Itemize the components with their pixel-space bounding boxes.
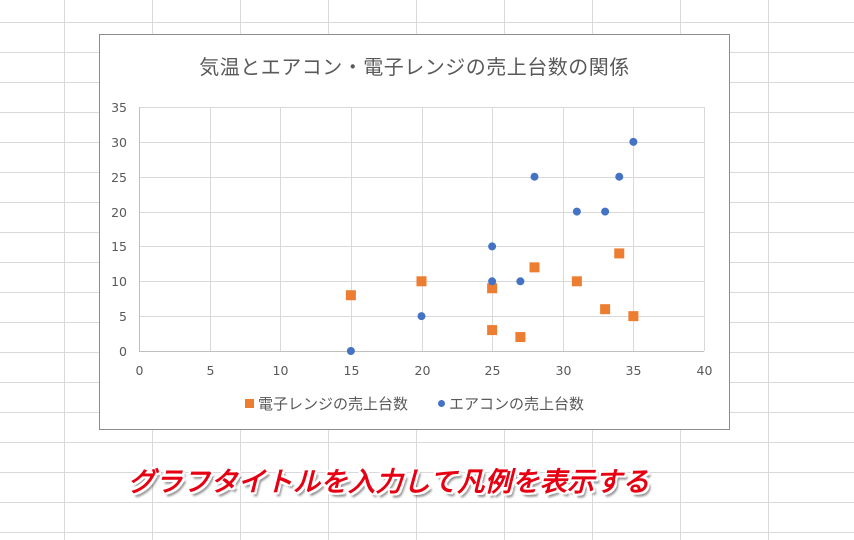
data-point-square[interactable]	[628, 311, 639, 322]
data-point-square[interactable]	[614, 248, 625, 259]
data-point-circle[interactable]	[601, 207, 610, 216]
orange-square-marker-icon	[244, 399, 254, 408]
data-point-square[interactable]	[515, 332, 526, 343]
data-point-square[interactable]	[416, 276, 427, 287]
x-tick-label: 15	[344, 363, 360, 378]
data-point-circle[interactable]	[346, 347, 355, 355]
caption-text: グラフタイトルを入力して凡例を表示する	[128, 467, 650, 498]
legend-label-aircon: エアコンの売上台数	[449, 395, 585, 413]
y-tick-label: 35	[111, 100, 127, 115]
data-point-circle[interactable]	[572, 207, 581, 216]
legend-item-aircon[interactable]: エアコンの売上台数	[438, 393, 584, 414]
data-point-circle[interactable]	[488, 277, 497, 286]
data-point-square[interactable]	[345, 290, 356, 301]
x-tick-label: 35	[626, 363, 642, 378]
y-tick-label: 20	[111, 205, 127, 220]
blue-circle-marker-icon	[438, 400, 445, 407]
x-tick-label: 25	[485, 363, 501, 378]
data-point-square[interactable]	[487, 283, 498, 294]
y-tick-label: 15	[111, 239, 127, 254]
x-tick-label: 0	[136, 363, 144, 378]
data-point-circle[interactable]	[615, 172, 624, 181]
x-tick-label: 10	[273, 363, 289, 378]
data-point-square[interactable]	[487, 325, 498, 336]
x-tick-label: 5	[207, 363, 215, 378]
plot-area[interactable]: 0 5 10 15 20 25 30 35 0 5 10 15 20 25 30 35 40	[100, 35, 729, 429]
chart-legend[interactable]: 電子レンジの売上台数 エアコンの売上台数	[100, 393, 729, 414]
legend-label-microwave: 電子レンジの売上台数	[257, 395, 408, 413]
data-point-circle[interactable]	[629, 137, 638, 146]
data-point-square[interactable]	[600, 304, 611, 315]
data-point-circle[interactable]	[530, 172, 539, 181]
x-tick-label: 30	[556, 363, 572, 378]
y-tick-label: 0	[119, 344, 127, 359]
data-point-circle[interactable]	[417, 312, 426, 321]
y-tick-label: 30	[111, 135, 127, 150]
data-point-circle[interactable]	[516, 277, 525, 286]
legend-item-microwave[interactable]: 電子レンジの売上台数	[244, 393, 408, 414]
data-point-square[interactable]	[571, 276, 582, 287]
y-tick-label: 5	[119, 309, 127, 324]
scatter-chart[interactable]: 気温とエアコン・電子レンジの売上台数の関係 0 5 10 15 20 25 30 35 0 5 10…	[99, 34, 730, 430]
x-tick-label: 20	[415, 363, 431, 378]
data-point-circle[interactable]	[488, 242, 497, 251]
y-tick-label: 10	[111, 274, 127, 289]
y-tick-label: 25	[111, 170, 127, 185]
chart-title[interactable]: 気温とエアコン・電子レンジの売上台数の関係	[199, 55, 630, 79]
x-tick-label: 40	[697, 363, 713, 378]
data-point-square[interactable]	[529, 262, 540, 273]
